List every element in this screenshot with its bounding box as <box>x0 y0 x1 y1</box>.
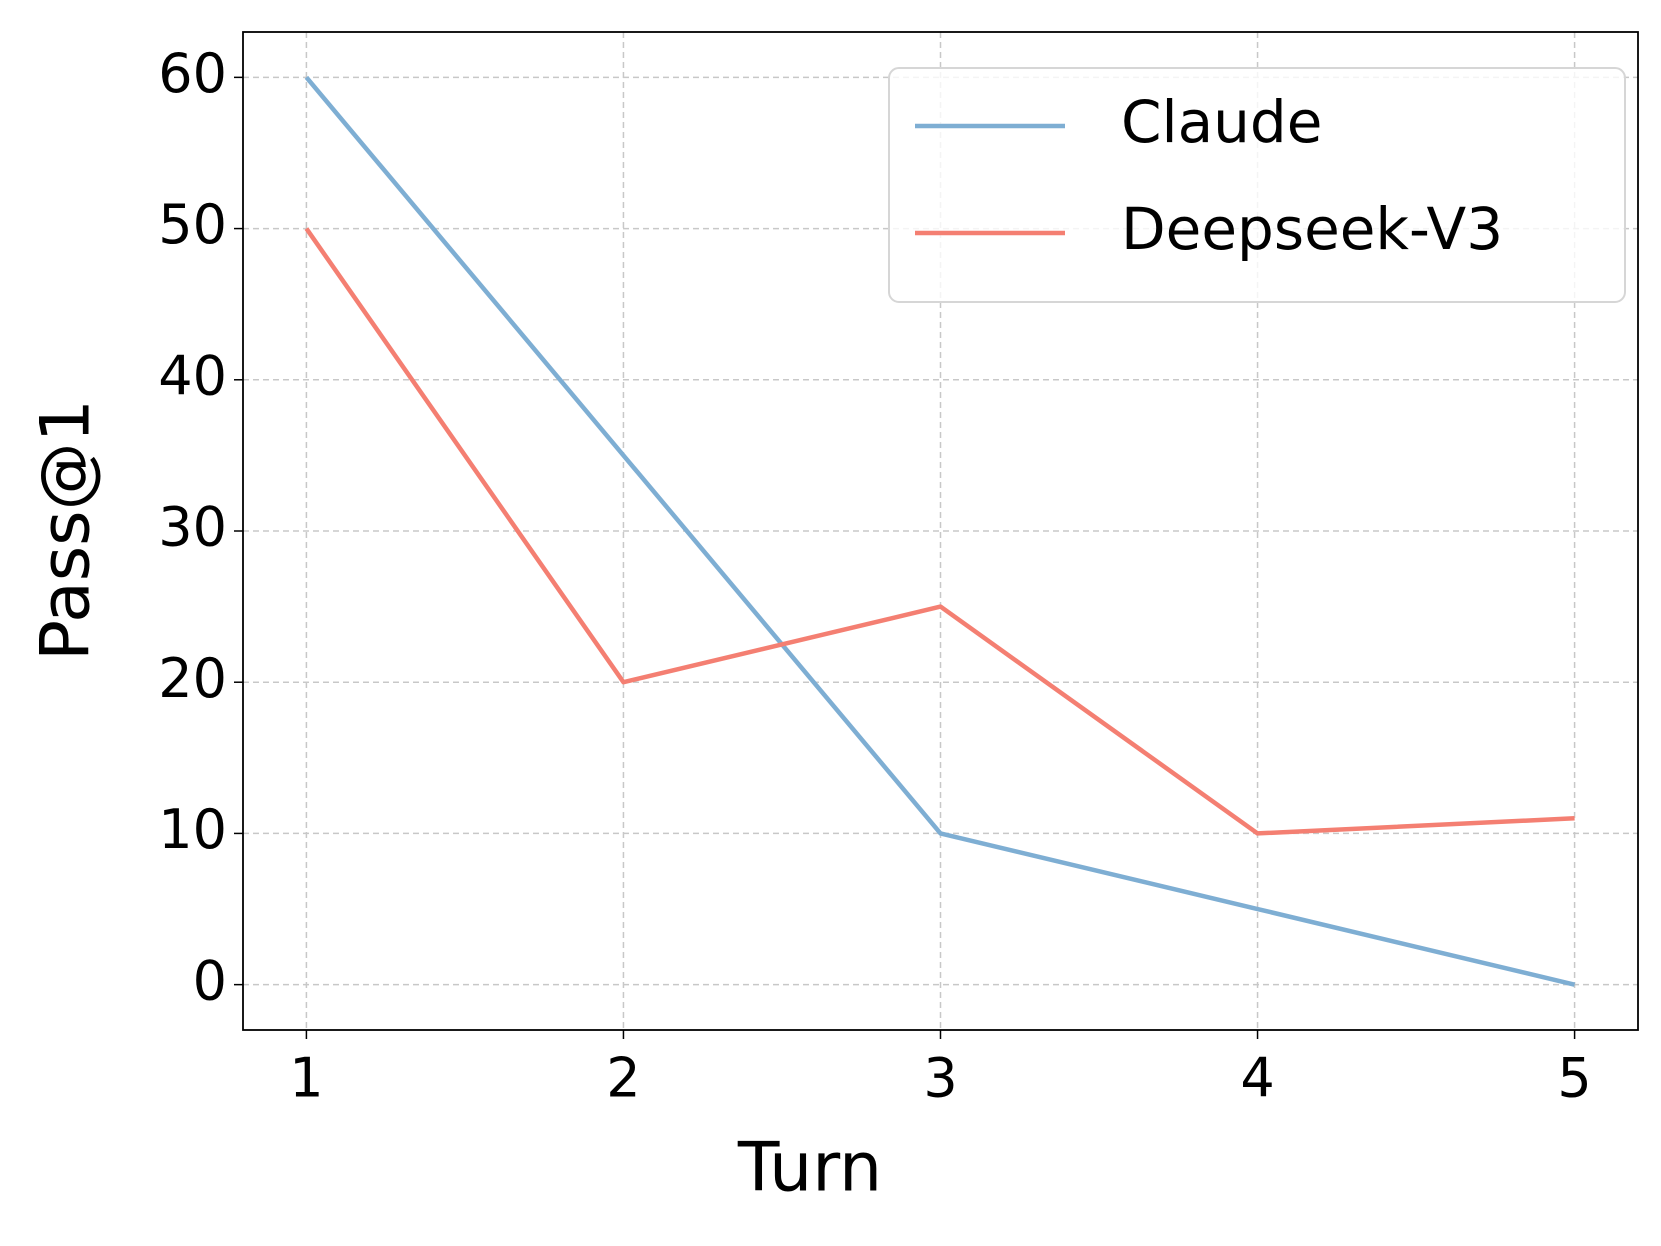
line-series <box>304 227 1575 836</box>
y-tick-label: 40 <box>158 344 227 407</box>
legend-box <box>888 67 1626 303</box>
x-tick-label: 4 <box>1240 1047 1274 1110</box>
x-tick-label: 5 <box>1557 1047 1591 1110</box>
y-axis-label: Pass@1 <box>27 399 106 661</box>
line-series <box>304 75 1576 987</box>
y-tick-label: 0 <box>193 949 227 1012</box>
y-tick-label: 50 <box>158 193 227 256</box>
x-tick-label: 1 <box>289 1047 323 1110</box>
y-tick-label: 10 <box>158 798 227 861</box>
x-axis-label: Turn <box>737 1129 882 1208</box>
plot-frame <box>242 31 1639 1031</box>
legend-label: Claude <box>1121 88 1322 156</box>
legend-label: Deepseek-V3 <box>1121 195 1503 263</box>
y-tick-label: 60 <box>158 42 227 105</box>
y-tick-label: 30 <box>158 496 227 559</box>
y-tick-label: 20 <box>158 647 227 710</box>
x-tick-label: 2 <box>606 1047 640 1110</box>
x-tick-label: 3 <box>923 1047 957 1110</box>
